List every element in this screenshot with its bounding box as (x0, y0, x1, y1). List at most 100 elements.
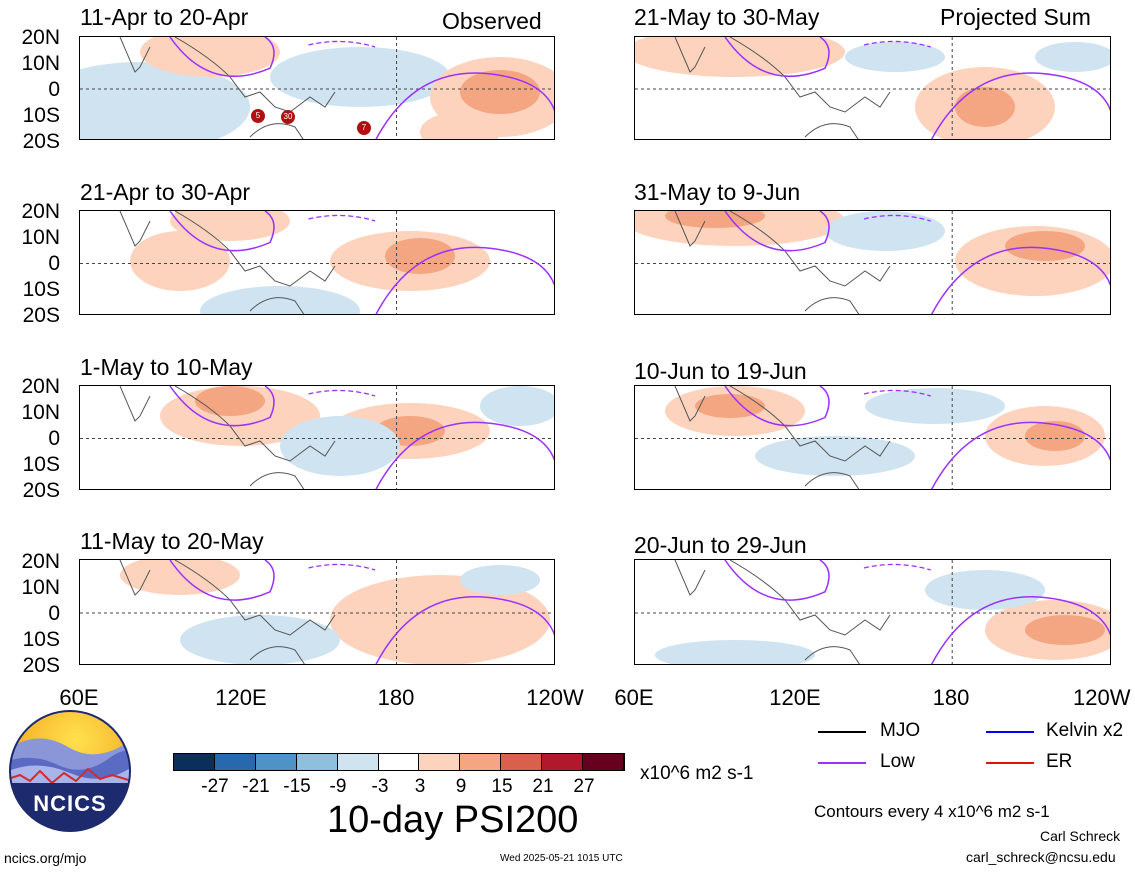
anomaly-region (80, 62, 250, 139)
storm-marker-3: 7 (357, 121, 371, 135)
legend-kelvin-label: Kelvin x2 (1046, 720, 1124, 741)
anomaly-region (695, 394, 765, 418)
low-contour (931, 72, 1110, 139)
low-contour-negative (308, 563, 376, 571)
storm-marker-2: 30 (281, 110, 295, 124)
lat-label: 0 (48, 252, 60, 275)
map-panel-left-3 (79, 385, 555, 490)
anomaly-region (955, 87, 1015, 127)
observed-tag: Observed (442, 8, 542, 34)
lat-label: 20N (21, 550, 60, 573)
lat-label: 0 (48, 602, 60, 625)
colorbar-tick: -21 (242, 776, 270, 797)
low-contour (930, 421, 1110, 489)
map-panel-left-1 (79, 36, 555, 140)
lat-label: 10S (22, 278, 60, 301)
anomaly-region (460, 70, 540, 114)
colorbar-segment (542, 754, 584, 770)
low-contour (930, 596, 1110, 664)
panel-title-left-4: 11-May to 20-May (80, 528, 264, 554)
contour-note: Contours every 4 x10^6 m2 s-1 (814, 802, 1050, 821)
lat-label: 20N (21, 200, 60, 223)
lon-label: 120W (1073, 687, 1131, 709)
anomaly-region (825, 211, 945, 251)
anomaly-region (1005, 231, 1085, 261)
anomaly-region (420, 112, 500, 139)
map-fields (635, 211, 1110, 314)
map-fields (635, 386, 1110, 489)
low-contour-negative (863, 214, 931, 222)
credit-email: carl_schreck@ncsu.edu (966, 849, 1116, 865)
lat-label: 0 (48, 427, 60, 450)
legend-mjo-label: MJO (880, 720, 921, 741)
legend-low-label: Low (880, 751, 915, 772)
low-contour-negative (863, 389, 931, 397)
map-panel-left-4 (79, 559, 555, 665)
low-contour (930, 246, 1110, 314)
lat-label: 20N (21, 375, 60, 398)
low-contour-negative (863, 563, 931, 571)
lon-label: 120W (526, 685, 584, 710)
logo-text: NCICS (33, 791, 107, 816)
anomaly-region (845, 42, 945, 72)
panel-title-left-1: 11-Apr to 20-Apr (80, 4, 249, 30)
storm-marker-1: 5 (251, 109, 265, 123)
map-panel-right-3 (634, 385, 1111, 490)
panel-title-right-2: 31-May to 9-Jun (634, 179, 801, 205)
lat-label: 10S (22, 628, 60, 651)
legend-low-line (818, 762, 866, 764)
low-contour (169, 37, 275, 78)
lat-label: 10S (22, 104, 60, 127)
colorbar-segment (214, 754, 256, 770)
legend-kelvin-line (986, 731, 1034, 733)
panel-title-left-3: 1-May to 10-May (80, 354, 253, 380)
main-title: 10-day PSI200 (327, 799, 579, 841)
legend-er-line (986, 762, 1034, 764)
map-panel-left-2 (79, 210, 555, 315)
map-panel-right-1 (634, 36, 1111, 140)
coastline (674, 211, 891, 314)
anomaly-region (385, 238, 455, 274)
coastline (674, 386, 891, 489)
map-fields (80, 37, 554, 139)
colorbar-segment (337, 754, 379, 770)
anomaly-region (1025, 421, 1085, 451)
low-contour (169, 560, 275, 601)
colorbar-segment (255, 754, 297, 770)
colorbar-segment (296, 754, 338, 770)
panel-title-right-4: 20-Jun to 29-Jun (634, 532, 807, 558)
colorbar-tick: 3 (414, 776, 426, 797)
anomaly-region (1035, 42, 1110, 72)
anomaly-region (180, 615, 340, 664)
low-contour-negative (308, 389, 376, 397)
map-fields (80, 211, 554, 314)
legend-mjo-line (818, 731, 866, 733)
lon-label: 180 (932, 685, 970, 710)
anomaly-region (1025, 615, 1105, 645)
colorbar-segment (501, 754, 543, 770)
map-panel-right-4 (634, 559, 1111, 665)
low-contour (375, 421, 554, 489)
anomaly-region (865, 388, 1005, 424)
coastline (119, 211, 336, 314)
lon-label: 120E (215, 685, 267, 710)
anomaly-region (460, 565, 540, 595)
coastline (119, 560, 336, 664)
low-contour (169, 211, 275, 252)
projected-sum-tag: Projected Sum (940, 4, 1091, 30)
panel-title-left-2: 21-Apr to 30-Apr (80, 179, 251, 205)
coastline (674, 37, 891, 139)
colorbar-tick: -15 (283, 776, 311, 797)
legend-er-label: ER (1046, 751, 1073, 772)
colorbar-segment (378, 754, 420, 770)
lon-label: 180 (377, 685, 415, 710)
lat-label: 20S (22, 130, 60, 153)
lon-label: 60E (59, 685, 99, 710)
lat-label: 20S (22, 479, 60, 502)
colorbar-tick: 27 (573, 776, 595, 797)
site-link[interactable]: ncics.org/mjo (4, 850, 87, 866)
map-panel-right-2 (634, 210, 1111, 315)
low-contour-negative (863, 40, 931, 48)
anomaly-region (120, 560, 240, 595)
anomaly-region (195, 386, 265, 416)
